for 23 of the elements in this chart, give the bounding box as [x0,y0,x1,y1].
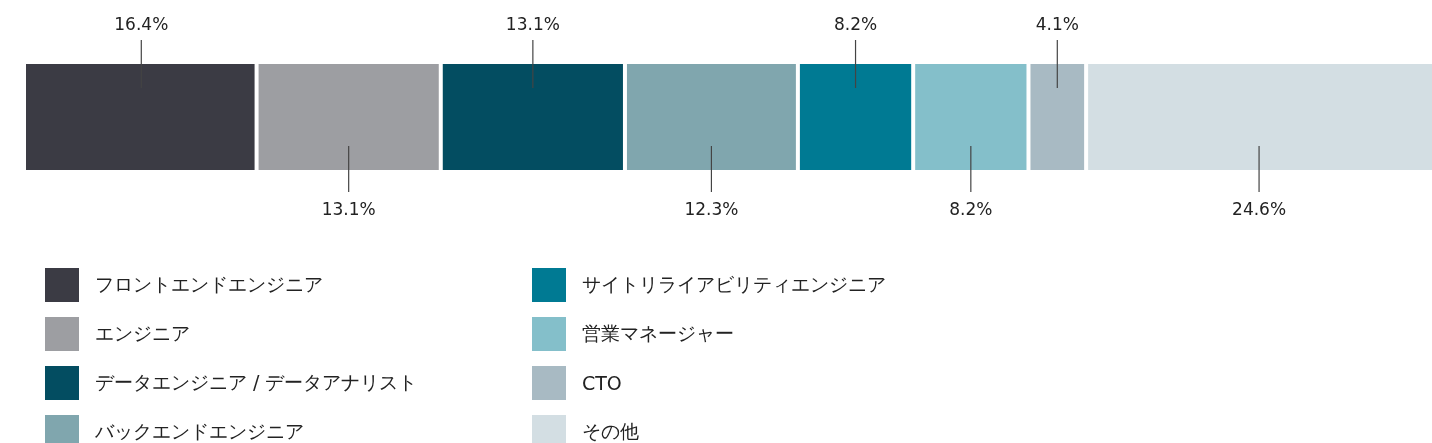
bar [440,64,626,170]
legend-label: データエンジニア / データアナリスト [95,370,418,395]
legend-label: CTO [582,372,622,394]
legend-label: その他 [582,419,639,443]
data-label: 8.2% [949,198,993,219]
data-label: 12.3% [684,198,739,219]
bar [1028,64,1087,170]
data-label: 24.6% [1232,198,1287,219]
legend-label: フロントエンドエンジニア [95,272,323,297]
legend-label: エンジニア [95,321,190,346]
bar [1085,64,1432,170]
bar [797,64,914,170]
bar [256,64,442,170]
data-label: 16.4% [114,13,169,34]
data-label: 13.1% [505,13,560,34]
data-label: 4.1% [1035,13,1079,34]
bar [912,64,1029,170]
legend-label: 営業マネージャー [582,321,734,346]
data-label: 13.1% [321,198,376,219]
legend-label: サイトリライアビリティエンジニア [582,272,886,297]
data-label: 8.2% [833,13,878,34]
bar [624,64,799,170]
legend-label: バックエンドエンジニア [95,419,304,443]
